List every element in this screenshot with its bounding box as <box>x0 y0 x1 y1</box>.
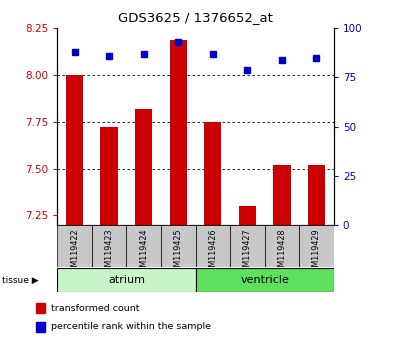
Bar <box>273 165 291 225</box>
Text: GSM119426: GSM119426 <box>208 228 217 277</box>
Text: GSM119427: GSM119427 <box>243 228 252 277</box>
Bar <box>239 206 256 225</box>
Bar <box>230 225 265 267</box>
Bar <box>161 225 196 267</box>
Text: GSM119425: GSM119425 <box>174 228 183 277</box>
Bar <box>92 225 126 267</box>
Text: tissue ▶: tissue ▶ <box>2 275 39 285</box>
Bar <box>135 109 152 225</box>
Text: GSM119424: GSM119424 <box>139 228 148 277</box>
Text: GSM119429: GSM119429 <box>312 228 321 277</box>
Bar <box>196 268 334 292</box>
Bar <box>57 225 92 267</box>
Bar <box>66 75 83 225</box>
Bar <box>126 225 161 267</box>
Text: GSM119422: GSM119422 <box>70 228 79 277</box>
Bar <box>196 225 230 267</box>
Bar <box>169 40 187 225</box>
Bar <box>204 122 222 225</box>
Text: percentile rank within the sample: percentile rank within the sample <box>51 322 211 331</box>
Text: GSM119428: GSM119428 <box>277 228 286 277</box>
Text: atrium: atrium <box>108 275 145 285</box>
Bar <box>299 225 334 267</box>
Bar <box>57 268 196 292</box>
Text: ventricle: ventricle <box>240 275 289 285</box>
Text: transformed count: transformed count <box>51 304 140 313</box>
Title: GDS3625 / 1376652_at: GDS3625 / 1376652_at <box>118 11 273 24</box>
Bar <box>265 225 299 267</box>
Text: GSM119423: GSM119423 <box>105 228 114 277</box>
Bar <box>100 127 118 225</box>
Bar <box>308 165 325 225</box>
